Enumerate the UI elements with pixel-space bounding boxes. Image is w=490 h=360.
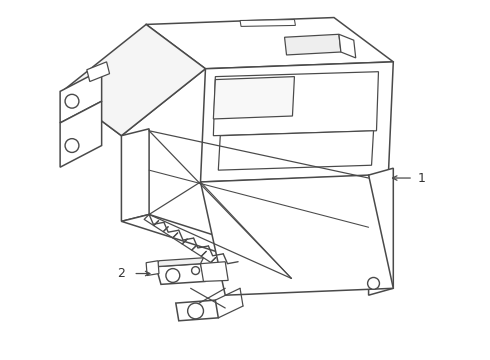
Polygon shape bbox=[219, 131, 373, 170]
Polygon shape bbox=[146, 261, 159, 275]
Polygon shape bbox=[368, 168, 393, 295]
Polygon shape bbox=[200, 262, 228, 282]
Polygon shape bbox=[176, 300, 219, 321]
Polygon shape bbox=[156, 258, 203, 267]
Polygon shape bbox=[122, 129, 149, 221]
Polygon shape bbox=[62, 24, 205, 136]
Polygon shape bbox=[200, 62, 393, 182]
Circle shape bbox=[166, 269, 180, 282]
Polygon shape bbox=[285, 34, 341, 55]
Polygon shape bbox=[156, 264, 205, 284]
Circle shape bbox=[192, 267, 199, 275]
Circle shape bbox=[65, 139, 79, 152]
Text: 2: 2 bbox=[118, 267, 125, 280]
Polygon shape bbox=[87, 62, 110, 82]
Polygon shape bbox=[62, 24, 205, 136]
Polygon shape bbox=[122, 215, 319, 275]
Polygon shape bbox=[339, 34, 356, 58]
Circle shape bbox=[188, 303, 203, 319]
Polygon shape bbox=[60, 70, 101, 123]
Text: 1: 1 bbox=[418, 171, 426, 185]
Polygon shape bbox=[213, 72, 378, 136]
Polygon shape bbox=[200, 175, 393, 295]
Polygon shape bbox=[240, 19, 295, 26]
Circle shape bbox=[368, 278, 379, 289]
Polygon shape bbox=[146, 18, 393, 69]
Polygon shape bbox=[60, 101, 101, 167]
Polygon shape bbox=[213, 77, 294, 119]
Circle shape bbox=[65, 94, 79, 108]
